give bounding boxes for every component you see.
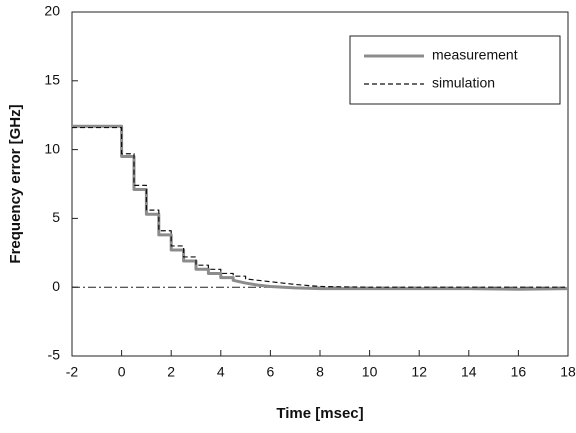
- x-tick-label: 14: [461, 364, 477, 380]
- y-tick-label: -5: [48, 347, 61, 363]
- legend-box: [349, 35, 561, 105]
- legend-label: simulation: [432, 75, 495, 91]
- x-tick-label: 16: [511, 364, 527, 380]
- y-tick-label: 5: [52, 209, 60, 225]
- x-tick-label: 18: [560, 364, 576, 380]
- legend-label: measurement: [432, 47, 518, 63]
- x-axis-title: Time [msec]: [276, 405, 363, 422]
- x-tick-label: 8: [316, 364, 324, 380]
- x-tick-label: 10: [362, 364, 378, 380]
- y-tick-label: 15: [44, 72, 60, 88]
- x-tick-label: 6: [267, 364, 275, 380]
- y-tick-label: 0: [52, 278, 60, 294]
- y-axis-title: Frequency error [GHz]: [7, 104, 24, 263]
- x-tick-label: -2: [66, 364, 79, 380]
- y-tick-label: 20: [44, 3, 60, 19]
- series-line: [72, 126, 568, 288]
- x-tick-label: 0: [118, 364, 126, 380]
- x-tick-label: 12: [411, 364, 427, 380]
- x-tick-label: 4: [217, 364, 225, 380]
- y-tick-label: 10: [44, 140, 60, 156]
- x-tick-label: 2: [167, 364, 175, 380]
